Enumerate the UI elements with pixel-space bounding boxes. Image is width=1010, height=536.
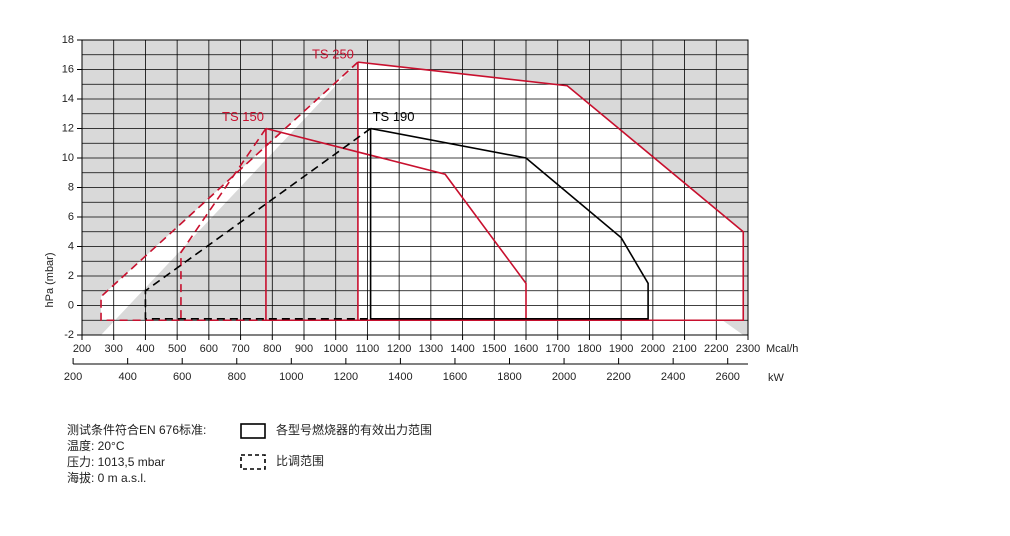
x-tick-label: 2300 (736, 343, 760, 355)
y-tick-label: 6 (68, 211, 74, 223)
x-tick-label: 500 (168, 343, 186, 355)
y-tick-label: 16 (62, 63, 74, 75)
modulation-line (180, 128, 267, 322)
y-tick-label: 12 (62, 122, 74, 134)
x2-tick-label: 600 (173, 371, 191, 383)
x2-tick-label: 2200 (606, 371, 630, 383)
x-tick-label: 700 (231, 343, 249, 355)
series-label: TS 250 (312, 47, 354, 62)
working-field (357, 61, 745, 322)
y-tick-label: 10 (62, 152, 74, 164)
x2-tick-label: 1600 (443, 371, 467, 383)
x2-tick-label: 800 (228, 371, 246, 383)
x-tick-label: 1100 (356, 343, 380, 355)
x2-tick-label: 1000 (279, 371, 303, 383)
x-tick-label: 600 (200, 343, 218, 355)
y-tick-label: 2 (68, 270, 74, 282)
y-tick-label: 18 (62, 34, 74, 46)
working-field (369, 127, 649, 320)
x-tick-label: 800 (263, 343, 281, 355)
y-axis-label: hPa (mbar) (44, 252, 56, 307)
x-tick-label: 1300 (419, 343, 443, 355)
series-label: TS 190 (373, 109, 415, 124)
x-tick-label: 1200 (387, 343, 411, 355)
x-tick-label: 300 (105, 343, 123, 355)
note: 测试条件符合EN 676标准: (67, 422, 206, 437)
x-tick-label: 1600 (514, 343, 538, 355)
y-tick-label: 14 (62, 93, 74, 105)
x2-tick-label: 2600 (715, 371, 739, 383)
legend-swatch (240, 423, 266, 439)
x-tick-label: 900 (295, 343, 313, 355)
modulation-line (144, 127, 372, 320)
y-tick-label: 8 (68, 181, 74, 193)
x2-tick-label: 1400 (388, 371, 412, 383)
x-tick-label: 2200 (704, 343, 728, 355)
x-tick-label: 400 (136, 343, 154, 355)
working-field (265, 127, 527, 322)
x2-unit: kW (768, 372, 785, 384)
x2-tick-label: 2000 (552, 371, 576, 383)
x2-tick-label: 2400 (661, 371, 685, 383)
x-tick-label: 2100 (672, 343, 696, 355)
x-tick-label: 1900 (609, 343, 633, 355)
legend-label: 比调范围 (276, 454, 324, 468)
series-label: TS 150 (222, 109, 264, 124)
x-tick-label: 1000 (323, 343, 347, 355)
y-tick-label: 0 (68, 299, 74, 311)
x-tick-label: 1800 (577, 343, 601, 355)
x-tick-label: 1500 (482, 343, 506, 355)
y-tick-label: -2 (64, 329, 74, 341)
y-tick-label: 4 (68, 240, 74, 252)
x2-tick-label: 400 (118, 371, 136, 383)
x-tick-label: 2000 (641, 343, 665, 355)
note: 压力: 1013,5 mbar (67, 455, 165, 469)
x-unit: Mcal/h (766, 343, 798, 355)
x-tick-label: 1400 (450, 343, 474, 355)
legend-label: 各型号燃烧器的有效出力范围 (276, 422, 432, 437)
x-tick-label: 200 (73, 343, 91, 355)
envelope-fill (101, 62, 744, 335)
x2-tick-label: 1800 (497, 371, 521, 383)
note: 海拔: 0 m a.s.l. (67, 470, 146, 485)
note: 温度: 20°C (67, 438, 125, 453)
x2-tick-label: 1200 (334, 371, 358, 383)
legend-swatch (240, 454, 266, 470)
x2-tick-label: 200 (64, 371, 82, 383)
x-tick-label: 1700 (545, 343, 569, 355)
